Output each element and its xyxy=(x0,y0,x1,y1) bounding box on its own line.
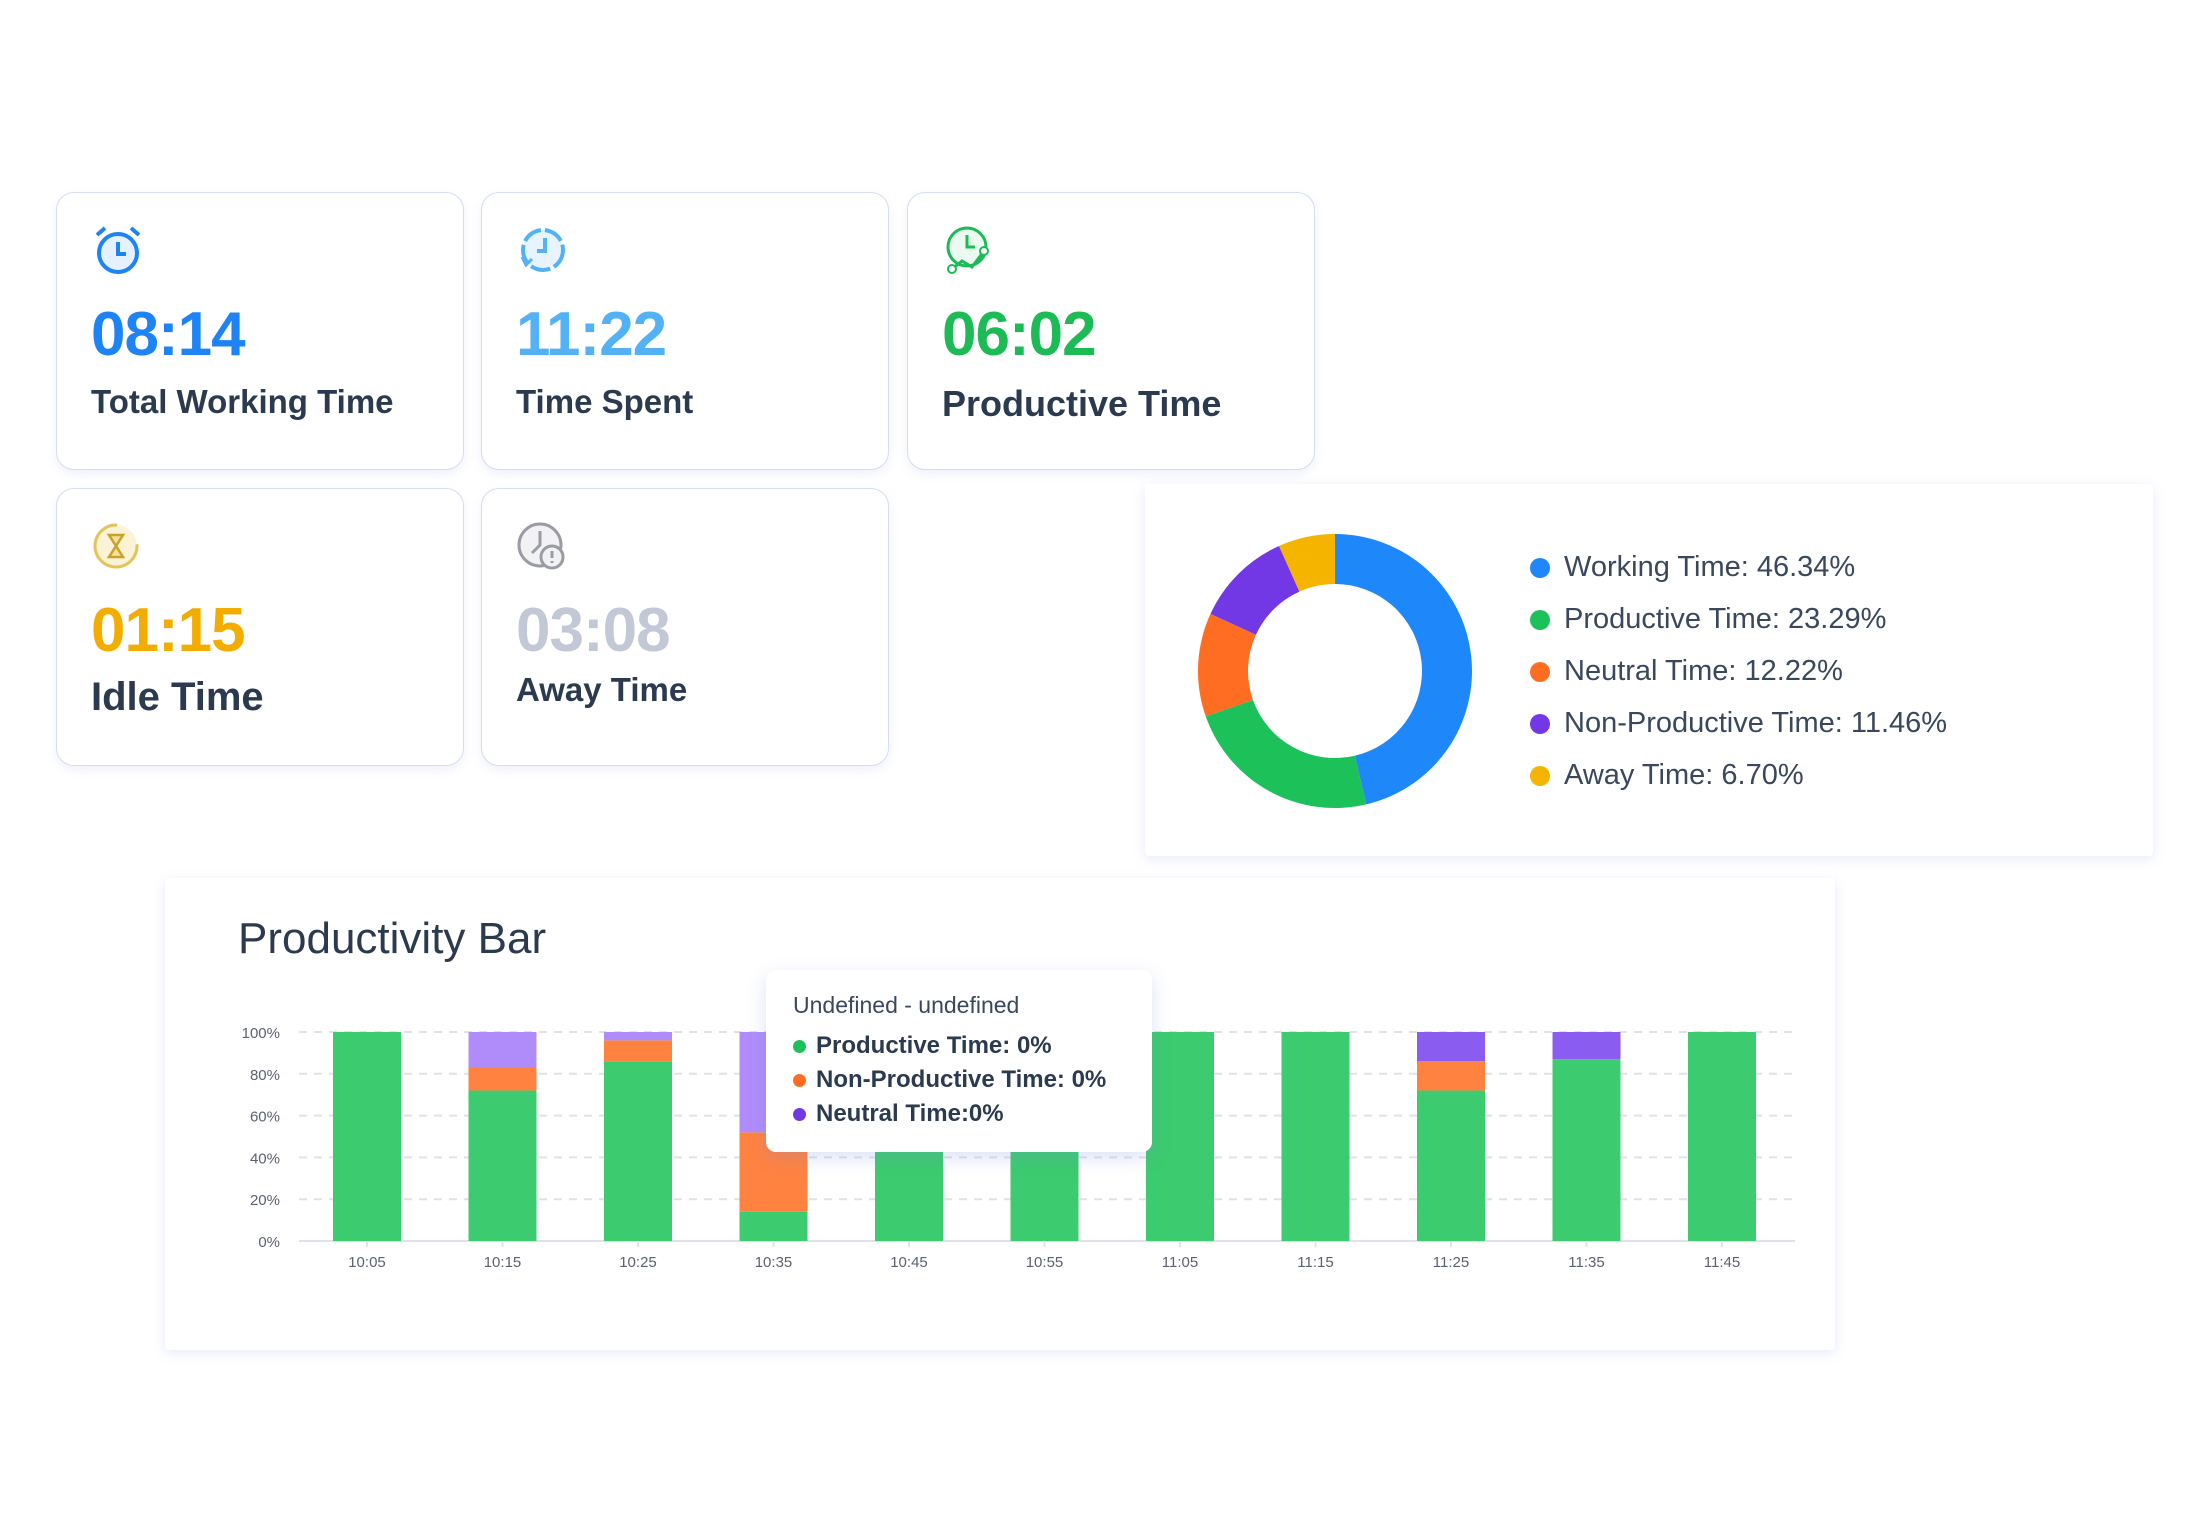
bar-segment-neutral-time[interactable] xyxy=(468,1032,537,1068)
legend-dot xyxy=(1530,765,1550,786)
chart-title: Productivity Bar xyxy=(238,914,547,963)
stat-value: 06:02 xyxy=(942,300,1097,369)
x-tick-label: 11:35 xyxy=(1568,1254,1604,1271)
stat-label: Total Working Time xyxy=(91,383,394,420)
clock-refresh-icon xyxy=(520,228,565,272)
bar-segment-non-productive-time[interactable] xyxy=(468,1067,537,1091)
legend-dot xyxy=(1530,661,1550,682)
legend-dot xyxy=(1530,609,1550,630)
bar-segment-productive-time[interactable] xyxy=(739,1211,808,1241)
stat-card-away-time: 03:08 Away Time xyxy=(481,488,889,766)
legend-dot xyxy=(1530,557,1550,578)
bar-segment-non-productive-time[interactable] xyxy=(1417,1061,1485,1091)
bar-segment-productive-time[interactable] xyxy=(1552,1059,1621,1241)
bar-segment-productive-time[interactable] xyxy=(1688,1032,1756,1241)
bar-segment-productive-time[interactable] xyxy=(1417,1090,1485,1241)
bar-segment-neutral-time[interactable] xyxy=(1552,1032,1621,1060)
x-tick-label: 10:55 xyxy=(1026,1254,1064,1271)
stat-card-idle-time: 01:15 Idle Time xyxy=(56,488,464,766)
tooltip-text: Neutral Time:0% xyxy=(816,1100,1004,1127)
y-tick-label: 20% xyxy=(250,1192,280,1209)
tooltip-title: Undefined - undefined xyxy=(793,992,1020,1018)
stat-card-productive-time: 06:02 Productive Time xyxy=(907,192,1315,470)
tooltip-dot xyxy=(793,1107,806,1121)
time-distribution-panel: Working Time: 46.34% Productive Time: 23… xyxy=(1145,484,2153,856)
clock-chart-icon xyxy=(946,226,989,274)
stat-value: 01:15 xyxy=(91,596,246,665)
tooltip-row: Neutral Time:0% xyxy=(793,1100,1004,1128)
donut-slice[interactable] xyxy=(1335,534,1472,805)
donut-slice[interactable] xyxy=(1279,534,1335,592)
y-tick-label: 40% xyxy=(250,1150,280,1167)
stat-value: 08:14 xyxy=(91,300,246,369)
y-tick-label: 60% xyxy=(250,1109,280,1126)
stat-label: Idle Time xyxy=(91,675,264,719)
x-tick-label: 10:45 xyxy=(890,1254,928,1271)
x-tick-label: 11:25 xyxy=(1433,1254,1469,1271)
tooltip-dot xyxy=(793,1073,806,1087)
donut-slice[interactable] xyxy=(1198,613,1256,717)
tooltip-text: Productive Time: 0% xyxy=(816,1032,1052,1059)
legend-item: Working Time: 46.34% xyxy=(1530,551,1855,584)
x-tick-label: 10:15 xyxy=(484,1254,522,1271)
x-tick-label: 11:45 xyxy=(1704,1254,1740,1271)
tooltip-row: Productive Time: 0% xyxy=(793,1032,1052,1060)
legend-item: Neutral Time: 12.22% xyxy=(1530,655,1843,688)
legend-label: Neutral Time: 12.22% xyxy=(1564,655,1843,687)
stat-card-time-spent: 11:22 Time Spent xyxy=(481,192,889,470)
legend-label: Away Time: 6.70% xyxy=(1564,759,1804,791)
stat-label: Productive Time xyxy=(942,383,1222,424)
x-tick-label: 10:25 xyxy=(619,1254,657,1271)
y-tick-label: 100% xyxy=(242,1025,280,1042)
tooltip-row: Non-Productive Time: 0% xyxy=(793,1066,1106,1094)
legend-label: Working Time: 46.34% xyxy=(1564,551,1856,583)
bar-segment-productive-time[interactable] xyxy=(604,1061,672,1241)
bar-segment-productive-time[interactable] xyxy=(468,1090,537,1241)
tooltip-text: Non-Productive Time: 0% xyxy=(816,1066,1107,1093)
x-tick-label: 11:05 xyxy=(1162,1254,1198,1271)
hourglass-icon xyxy=(93,523,139,569)
legend-item: Away Time: 6.70% xyxy=(1530,759,1804,792)
clock-alert-icon xyxy=(517,522,565,570)
stat-label: Time Spent xyxy=(516,383,694,420)
alarm-clock-icon xyxy=(95,226,141,274)
y-tick-label: 0% xyxy=(258,1234,280,1251)
x-tick-label: 11:15 xyxy=(1297,1254,1333,1271)
x-tick-label: 10:35 xyxy=(755,1254,793,1271)
bar-segment-productive-time[interactable] xyxy=(1281,1032,1350,1241)
bar-segment-neutral-time[interactable] xyxy=(1417,1032,1485,1062)
legend-item: Productive Time: 23.29% xyxy=(1530,603,1886,636)
stat-card-total-working-time: 08:14 Total Working Time xyxy=(56,192,464,470)
bar-segment-productive-time[interactable] xyxy=(1146,1032,1214,1241)
tooltip-dot xyxy=(793,1039,806,1053)
donut-slice[interactable] xyxy=(1210,545,1300,635)
stat-value: 11:22 xyxy=(516,300,667,369)
stat-label: Away Time xyxy=(516,671,688,708)
bar-segment-non-productive-time[interactable] xyxy=(604,1040,672,1062)
legend-label: Productive Time: 23.29% xyxy=(1564,603,1887,635)
legend-label: Non-Productive Time: 11.46% xyxy=(1564,707,1948,739)
bar-segment-productive-time[interactable] xyxy=(333,1032,401,1241)
bar-segment-neutral-time[interactable] xyxy=(604,1032,672,1041)
y-tick-label: 80% xyxy=(250,1067,280,1084)
legend-dot xyxy=(1530,713,1550,734)
stat-value: 03:08 xyxy=(516,596,671,665)
x-tick-label: 10:05 xyxy=(348,1254,386,1271)
chart-tooltip: Undefined - undefined Productive Time: 0… xyxy=(766,970,1152,1152)
donut-chart xyxy=(1198,534,1472,808)
donut-slice[interactable] xyxy=(1205,699,1367,808)
legend-item: Non-Productive Time: 11.46% xyxy=(1530,707,1947,740)
